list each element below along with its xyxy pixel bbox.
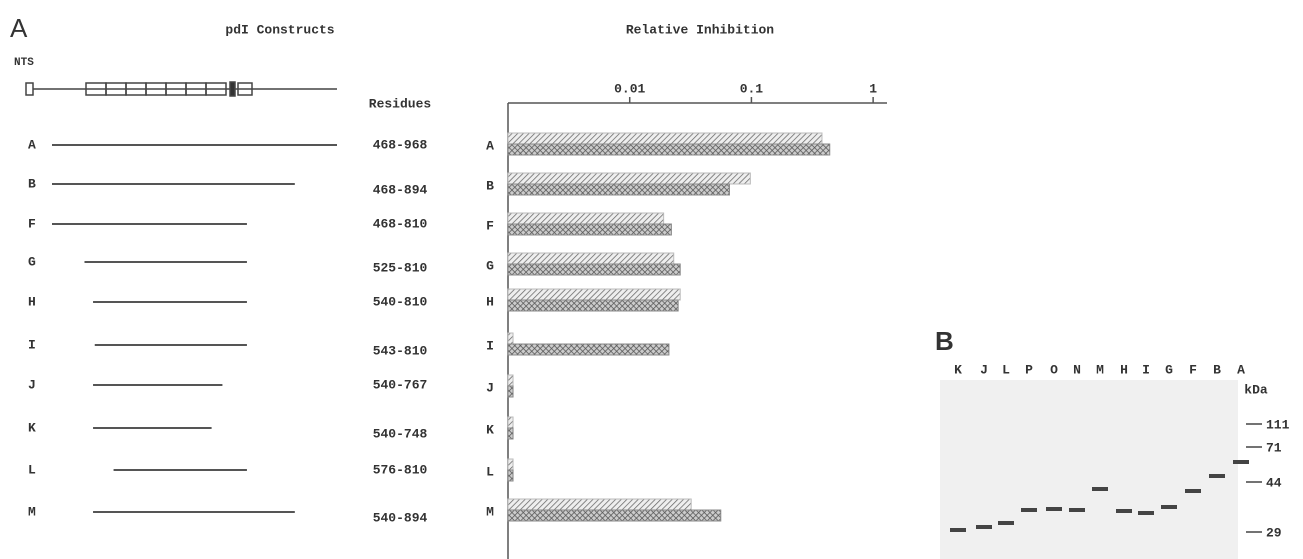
lane-label: J — [980, 362, 988, 377]
bar — [508, 224, 671, 235]
bar — [508, 499, 691, 510]
gel-image — [940, 380, 1238, 559]
figure: A pdI Constructs NTS Residues Relative I… — [0, 0, 1303, 559]
bar — [508, 417, 513, 428]
bar — [508, 344, 669, 355]
gel-band — [1233, 460, 1249, 464]
panel-label: A — [10, 13, 28, 43]
panel-title: pdI Constructs — [225, 22, 334, 37]
lane-label: I — [1142, 362, 1150, 377]
construct-name: J — [28, 377, 36, 392]
construct-name: I — [28, 337, 36, 352]
residues-header: Residues — [369, 96, 432, 111]
construct-name: K — [28, 420, 36, 435]
construct-name: B — [28, 176, 36, 191]
lane-label: N — [1073, 362, 1081, 377]
lane-label: P — [1025, 362, 1033, 377]
residue-range: 540-894 — [373, 510, 428, 525]
residue-range: 468-810 — [373, 216, 428, 231]
residue-range: 540-810 — [373, 294, 428, 309]
residue-range: 525-810 — [373, 260, 428, 275]
bar — [508, 470, 513, 481]
residue-range: 540-767 — [373, 377, 428, 392]
residue-range: 468-968 — [373, 137, 428, 152]
bar — [508, 375, 513, 386]
marker-label: 71 — [1266, 440, 1282, 455]
bar — [508, 184, 729, 195]
x-tick-label: 0.01 — [614, 81, 645, 96]
bar — [508, 144, 830, 155]
residue-range: 468-894 — [373, 182, 428, 197]
y-tick-label: K — [486, 422, 494, 437]
construct-name: F — [28, 216, 36, 231]
y-tick-label: I — [486, 338, 494, 353]
construct-name: G — [28, 254, 36, 269]
lane-label: G — [1165, 362, 1173, 377]
gel-band — [1046, 507, 1062, 511]
residue-range: 543-810 — [373, 343, 428, 358]
bar — [508, 264, 680, 275]
unit-label: kDa — [1244, 382, 1268, 397]
residue-range: 540-748 — [373, 426, 428, 441]
bar — [508, 213, 664, 224]
y-tick-label: M — [486, 504, 494, 519]
y-tick-label: F — [486, 218, 494, 233]
gel-band — [976, 525, 992, 529]
bar — [508, 510, 721, 521]
lane-label: B — [1213, 362, 1221, 377]
lane-label: L — [1002, 362, 1010, 377]
lane-label: H — [1120, 362, 1128, 377]
y-tick-label: H — [486, 294, 494, 309]
y-tick-label: L — [486, 464, 494, 479]
gel-band — [1092, 487, 1108, 491]
gel-band — [998, 521, 1014, 525]
y-tick-label: G — [486, 258, 494, 273]
panel-label: B — [935, 326, 954, 356]
residue-range: 576-810 — [373, 462, 428, 477]
bar — [508, 459, 513, 470]
chart-title: Relative Inhibition — [626, 22, 774, 37]
nts-label: NTS — [14, 57, 34, 69]
gel-band — [1069, 508, 1085, 512]
construct-name: L — [28, 462, 36, 477]
gel-band — [1021, 508, 1037, 512]
gel-band — [1116, 509, 1132, 513]
construct-name: H — [28, 294, 36, 309]
marker-label: 44 — [1266, 475, 1282, 490]
bar — [508, 333, 513, 344]
gel-band — [1209, 474, 1225, 478]
x-tick-label: 0.1 — [740, 81, 764, 96]
y-tick-label: J — [486, 380, 494, 395]
gel-band — [950, 528, 966, 532]
bar — [508, 300, 678, 311]
lane-label: K — [954, 362, 962, 377]
bar — [508, 173, 750, 184]
gel-band — [1161, 505, 1177, 509]
bar — [508, 133, 822, 144]
construct-name: M — [28, 504, 36, 519]
lane-label: A — [1237, 362, 1245, 377]
gel-band — [1138, 511, 1154, 515]
marker-label: 111 — [1266, 417, 1290, 432]
x-tick-label: 1 — [869, 81, 877, 96]
bar — [508, 386, 513, 397]
lane-label: O — [1050, 362, 1058, 377]
bar — [508, 428, 513, 439]
protein-schematic — [26, 82, 337, 96]
lane-label: M — [1096, 362, 1104, 377]
lane-label: F — [1189, 362, 1197, 377]
bar — [508, 253, 674, 264]
y-tick-label: B — [486, 178, 494, 193]
construct-name: A — [28, 137, 36, 152]
bar — [508, 289, 680, 300]
marker-label: 29 — [1266, 525, 1282, 540]
gel-band — [1185, 489, 1201, 493]
y-tick-label: A — [486, 138, 494, 153]
